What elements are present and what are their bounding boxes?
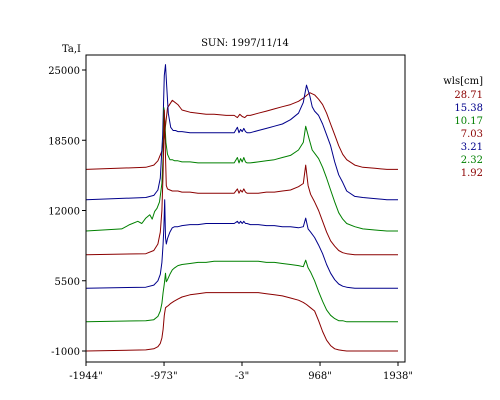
series-line-2	[85, 107, 398, 232]
y-axis-label: Ta,I	[62, 44, 81, 55]
series-lines	[85, 64, 398, 352]
legend-title: wls[cm]	[443, 76, 483, 87]
y-tick-label: 25000	[48, 66, 80, 77]
series-line-5	[85, 259, 398, 323]
plot-frame	[85, 54, 406, 363]
legend-entry: 10.17	[454, 116, 483, 127]
x-tick-label: 968"	[308, 371, 332, 382]
x-axis-ticks: -1944" -973" -3" 968" 1938"	[69, 362, 413, 382]
y-tick-label: 5500	[55, 277, 80, 288]
y-tick-label: 12000	[48, 207, 80, 218]
x-tick-label: 1938"	[383, 371, 413, 382]
legend-entry: 2.32	[461, 155, 483, 166]
legend-entry: 1.92	[461, 168, 483, 179]
chart-title: SUN: 1997/11/14	[201, 38, 289, 49]
y-tick-label: 18500	[48, 136, 80, 147]
legend-entry: 15.38	[454, 103, 483, 114]
legend-entry: 7.03	[461, 129, 483, 140]
legend-entry: 3.21	[461, 142, 483, 153]
series-line-6	[85, 292, 398, 352]
x-tick-label: -1944"	[69, 371, 102, 382]
legend-entry: 28.71	[454, 90, 483, 101]
y-tick-label: -1000	[51, 347, 80, 358]
series-line-0	[85, 92, 398, 170]
series-line-3	[85, 109, 398, 256]
x-tick-label: -3"	[235, 371, 249, 382]
series-line-4	[85, 199, 398, 289]
series-line-1	[85, 64, 398, 201]
legend: wls[cm] 28.71 15.38 10.17 7.03 3.21 2.32 1.92	[443, 76, 483, 179]
x-tick-label: -973"	[151, 371, 178, 382]
y-axis-ticks: 25000 18500 12000 5500 -1000	[48, 66, 86, 358]
